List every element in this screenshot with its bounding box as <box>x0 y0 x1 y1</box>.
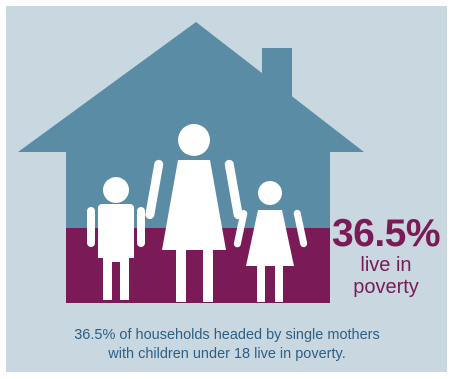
stat-label-line2: poverty <box>353 276 419 298</box>
poverty-stat: 36.5% live in poverty <box>330 212 442 299</box>
girl-figure-icon <box>233 181 308 302</box>
stat-percentage: 36.5% <box>331 212 441 255</box>
caption: 36.5% of households headed by single mot… <box>20 326 434 364</box>
caption-line1: 36.5% of households headed by single mot… <box>74 327 380 343</box>
caption-line2: with children under 18 live in poverty. <box>108 346 346 362</box>
boy-figure-icon <box>87 177 145 300</box>
mother-figure-icon <box>145 124 243 302</box>
stat-label-line1: live in <box>360 254 412 276</box>
